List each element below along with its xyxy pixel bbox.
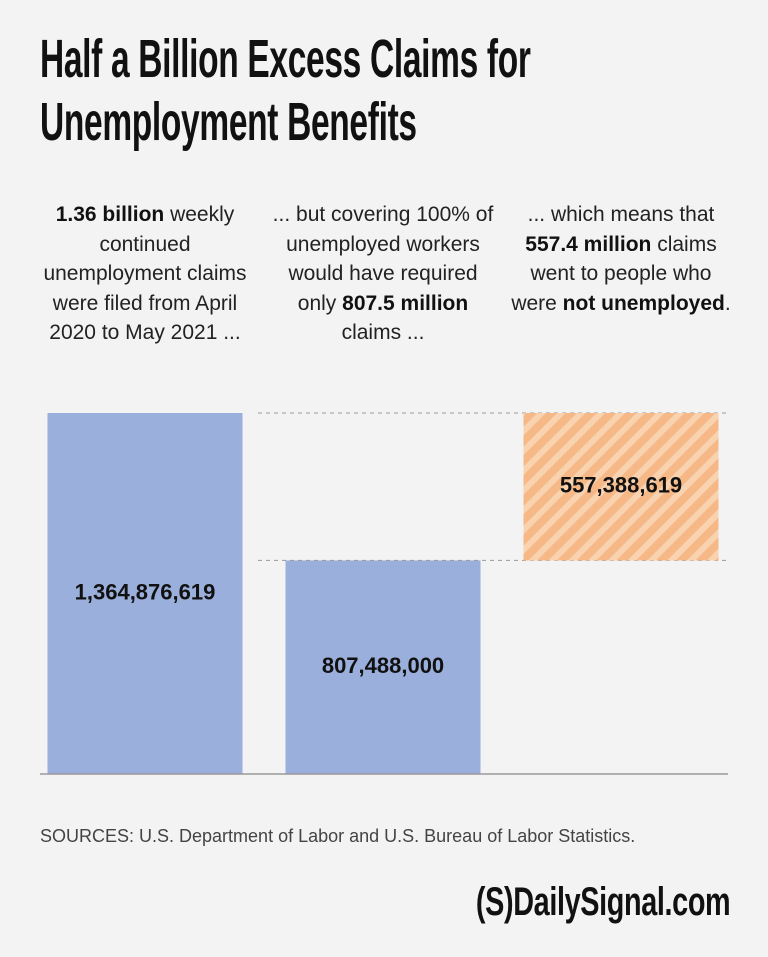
bar-annotation: ... which means that 557.4 million claim… [506, 200, 736, 318]
annotation-text: not unemployed [562, 291, 725, 315]
annotation-text: weekly continued unemployment claims wer… [43, 203, 247, 344]
source-note: SOURCES: U.S. Department of Labor and U.… [40, 826, 636, 846]
annotation-text: ... but covering 100% of unemployed work… [272, 203, 494, 315]
bar-annotation: 1.36 billion weekly continued unemployme… [30, 200, 260, 348]
chart-title: Half a Billion Excess Claims for Unemplo… [40, 29, 531, 152]
value-label: 807,488,000 [322, 653, 444, 678]
value-label: 1,364,876,619 [75, 579, 216, 604]
annotation-text: . [724, 291, 731, 315]
bar-hatch [523, 413, 719, 561]
bar-annotation: ... but covering 100% of unemployed work… [268, 200, 498, 348]
bar [285, 560, 481, 774]
annotation-text: ... which means that [527, 203, 715, 226]
value-label: 557,388,619 [560, 473, 682, 498]
brand-logo: (S)DailySignal.com [475, 880, 731, 924]
annotation-text: 557.4 million [525, 232, 652, 256]
annotation-text: 1.36 billion [55, 203, 165, 226]
annotation-text: claims went to people who were [511, 232, 717, 315]
bar [47, 413, 243, 774]
annotation-text: 807.5 million [342, 291, 469, 315]
annotation-text: claims ... [341, 321, 425, 344]
